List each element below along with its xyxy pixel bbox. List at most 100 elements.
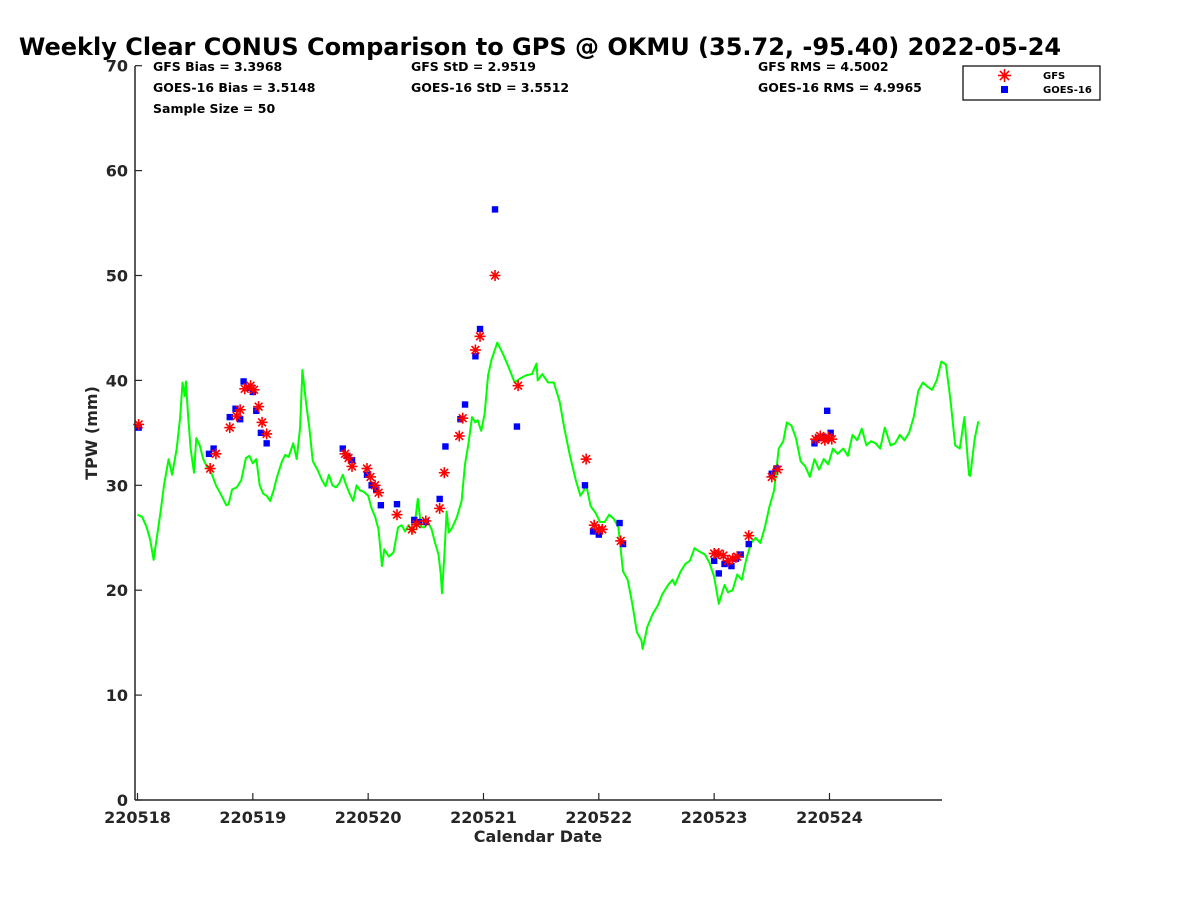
goes-point bbox=[476, 325, 484, 333]
x-tick-label: 220524 bbox=[796, 808, 863, 827]
gfs-point bbox=[453, 430, 465, 442]
goes-point bbox=[411, 516, 418, 524]
x-axis-label: Calendar Date bbox=[474, 827, 603, 846]
goes-point bbox=[393, 500, 401, 508]
goes-point bbox=[257, 429, 265, 437]
gfs-point bbox=[766, 471, 778, 483]
goes-point bbox=[240, 378, 247, 385]
gfs-series-layer bbox=[133, 270, 838, 567]
goes-point bbox=[737, 551, 744, 558]
gfs-std-text: GFS StD = 2.9519 bbox=[411, 59, 536, 74]
gfs-point bbox=[231, 410, 243, 422]
y-tick-label: 40 bbox=[106, 371, 128, 390]
gfs-point bbox=[457, 412, 469, 424]
goes-bias-text: GOES-16 Bias = 3.5148 bbox=[153, 80, 315, 95]
goes-point bbox=[581, 482, 589, 489]
gfs-point bbox=[717, 550, 729, 562]
goes-point bbox=[226, 413, 233, 421]
ticks-layer: 0 10 20 30 40 50 60 70 220518 220519 220520 220521 2… bbox=[104, 57, 863, 827]
goes-point bbox=[710, 557, 718, 565]
goes-point bbox=[232, 405, 239, 412]
gfs-point bbox=[391, 509, 403, 521]
gfs-bias-text: GFS Bias = 3.3968 bbox=[153, 59, 282, 74]
gfs-point bbox=[713, 547, 725, 559]
gfs-point bbox=[822, 431, 834, 443]
x-tick-label: 220520 bbox=[335, 808, 402, 827]
y-tick-label: 30 bbox=[106, 476, 128, 495]
gps-series-layer bbox=[137, 341, 980, 650]
gfs-point bbox=[411, 518, 423, 530]
goes-point bbox=[253, 407, 260, 415]
x-tick-label: 220518 bbox=[104, 808, 171, 827]
gfs-point bbox=[256, 416, 268, 428]
gfs-point bbox=[615, 535, 627, 547]
gfs-point bbox=[373, 487, 385, 499]
gfs-point bbox=[826, 433, 838, 445]
legend-goes-marker bbox=[1001, 86, 1008, 93]
gfs-point bbox=[343, 452, 355, 464]
y-tick-label: 0 bbox=[117, 791, 128, 810]
gfs-point bbox=[248, 384, 260, 396]
goes-point bbox=[205, 450, 213, 458]
gfs-point bbox=[234, 404, 246, 416]
goes-point bbox=[811, 440, 818, 447]
goes-point bbox=[472, 353, 479, 360]
goes-point bbox=[377, 502, 385, 509]
gfs-point bbox=[596, 523, 608, 535]
goes-point bbox=[457, 416, 464, 423]
chart-title: Weekly Clear CONUS Comparison to GPS @ O… bbox=[19, 33, 1061, 61]
x-tick-label: 220521 bbox=[450, 808, 517, 827]
legend-gfs-label: GFS bbox=[1043, 71, 1065, 82]
gfs-point bbox=[364, 471, 376, 483]
gfs-point bbox=[253, 401, 265, 413]
goes-point bbox=[436, 495, 443, 503]
gfs-point bbox=[210, 448, 222, 460]
x-tick-label: 220522 bbox=[565, 808, 632, 827]
gfs-point bbox=[420, 515, 432, 527]
goes-point bbox=[513, 423, 521, 430]
plot-area bbox=[133, 206, 980, 650]
goes-point bbox=[589, 528, 597, 535]
goes-point bbox=[263, 440, 270, 447]
gfs-point bbox=[474, 330, 486, 342]
gfs-point bbox=[512, 380, 524, 392]
y-tick-label: 70 bbox=[106, 57, 128, 76]
gfs-point bbox=[438, 467, 450, 479]
x-tick-label: 220519 bbox=[219, 808, 286, 827]
legend-box bbox=[962, 65, 1101, 101]
x-tick-label: 220523 bbox=[681, 808, 748, 827]
gfs-point bbox=[369, 479, 381, 491]
goes-point bbox=[715, 570, 722, 577]
y-tick-label: 20 bbox=[106, 581, 128, 600]
gfs-point bbox=[434, 502, 446, 514]
goes-point bbox=[491, 206, 499, 213]
goes-rms-text: GOES-16 RMS = 4.9965 bbox=[758, 80, 922, 95]
goes-point bbox=[442, 443, 449, 450]
goes-point bbox=[745, 540, 752, 548]
goes-point bbox=[827, 429, 834, 437]
stats-panel: GFS Bias = 3.3968 GOES-16 Bias = 3.5148 … bbox=[153, 59, 922, 116]
goes-point bbox=[210, 445, 217, 452]
gfs-point bbox=[722, 555, 734, 567]
goes-std-text: GOES-16 StD = 3.5512 bbox=[411, 80, 569, 95]
gfs-point bbox=[580, 453, 592, 465]
legend-gfs-asterisk bbox=[998, 69, 1011, 82]
legend: GFS GOES-16 bbox=[962, 65, 1101, 101]
goes-point bbox=[616, 519, 623, 527]
goes-point bbox=[363, 471, 371, 479]
gfs-point bbox=[469, 344, 481, 356]
gfs-point bbox=[261, 428, 273, 440]
gfs-point bbox=[204, 463, 216, 475]
legend-gfs-marker bbox=[998, 69, 1011, 82]
gfs-point bbox=[406, 523, 418, 535]
gfs-point bbox=[772, 464, 784, 476]
gfs-point bbox=[224, 422, 236, 434]
gfs-rms-text: GFS RMS = 4.5002 bbox=[758, 59, 889, 74]
sample-size-text: Sample Size = 50 bbox=[153, 101, 275, 116]
gfs-point bbox=[361, 463, 373, 475]
gfs-point bbox=[346, 460, 358, 472]
gps-line bbox=[137, 341, 980, 650]
axes: 0 10 20 30 40 50 60 70 220518 220519 220520 220521 2… bbox=[104, 57, 942, 827]
